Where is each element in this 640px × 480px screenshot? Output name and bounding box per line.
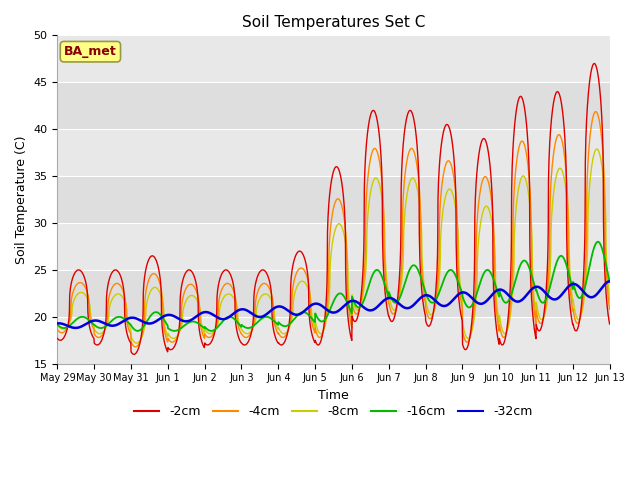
Bar xyxy=(58,223,610,270)
Y-axis label: Soil Temperature (C): Soil Temperature (C) xyxy=(15,135,28,264)
Bar xyxy=(58,317,610,364)
Bar xyxy=(58,36,610,82)
Bar xyxy=(58,270,610,317)
X-axis label: Time: Time xyxy=(318,389,349,402)
Bar xyxy=(58,129,610,176)
Title: Soil Temperatures Set C: Soil Temperatures Set C xyxy=(242,15,425,30)
Bar xyxy=(58,82,610,129)
Text: BA_met: BA_met xyxy=(64,45,116,58)
Bar xyxy=(58,176,610,223)
Legend: -2cm, -4cm, -8cm, -16cm, -32cm: -2cm, -4cm, -8cm, -16cm, -32cm xyxy=(129,400,538,423)
